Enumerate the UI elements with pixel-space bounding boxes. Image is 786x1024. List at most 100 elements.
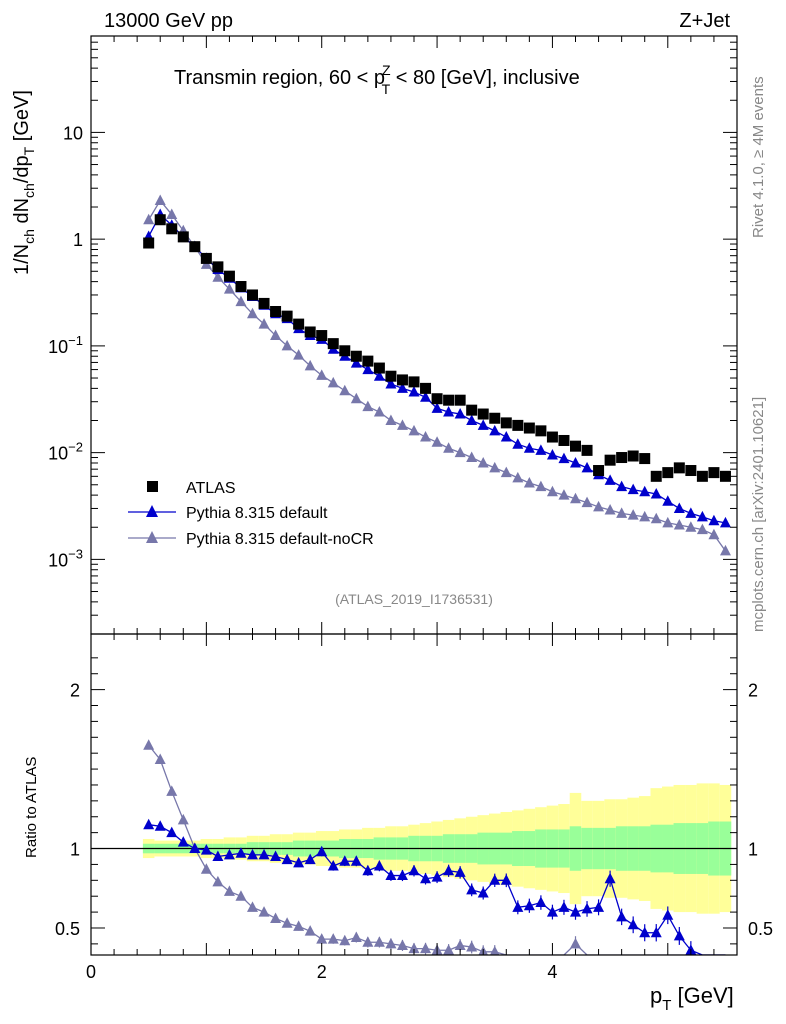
ratio-point-default [200, 844, 212, 855]
ratio-point-default [546, 906, 558, 917]
legend-label-default: Pythia 8.315 default [186, 505, 328, 522]
ratio-point-nocr [235, 890, 247, 901]
ratio-y-tick-label-right: 2 [748, 681, 758, 701]
point-default [443, 406, 455, 417]
ratio-point-nocr [454, 939, 466, 950]
point-atlas [523, 422, 535, 434]
point-atlas [281, 310, 293, 322]
chart-title: Transmin region, 60 < pZ T < 80 [GeV], in… [174, 62, 580, 97]
ratio-point-default [143, 818, 155, 830]
point-atlas [719, 470, 731, 482]
point-default [362, 363, 374, 375]
ratio-point-nocr [362, 936, 374, 947]
ratio-y-tick-label: 0.5 [55, 919, 80, 939]
point-nocr [662, 516, 674, 528]
point-atlas [454, 394, 466, 406]
ratio-point-nocr [293, 920, 305, 931]
ratio-point-default [477, 887, 489, 898]
point-nocr [466, 451, 478, 463]
point-nocr [673, 518, 685, 530]
point-atlas [593, 465, 605, 477]
ratio-point-default [350, 855, 362, 866]
point-nocr [166, 208, 178, 220]
point-default [662, 495, 674, 506]
mcplots-label: mcplots.cern.ch [arXiv:2401.10621] [750, 397, 767, 632]
point-atlas [396, 374, 408, 386]
xlabel: pT [GeV] [650, 983, 734, 1014]
point-nocr [639, 510, 651, 522]
ratio-point-default [316, 845, 328, 857]
ratio-point-default [281, 853, 293, 865]
point-default [385, 377, 397, 389]
ratio-point-default [327, 860, 339, 871]
point-atlas [247, 289, 258, 301]
point-nocr [385, 414, 397, 426]
ratio-point-default [270, 850, 282, 861]
ratio-point-default [293, 856, 305, 868]
point-nocr [570, 492, 581, 504]
ratio-point-nocr [373, 936, 385, 947]
point-atlas [466, 404, 478, 416]
point-nocr [489, 461, 501, 473]
point-atlas [477, 408, 489, 420]
point-default [489, 424, 501, 436]
ratio-point-default [408, 864, 420, 876]
ratio-point-nocr [570, 937, 581, 949]
ratio-point-nocr [350, 931, 362, 943]
point-default [627, 483, 639, 495]
chart-title-tail: < 80 [GeV], inclusive [390, 67, 580, 89]
point-atlas [489, 412, 501, 424]
ratio-point-default [154, 820, 166, 831]
point-atlas [535, 425, 547, 437]
ratio-point-default [212, 850, 224, 861]
ratio-point-default [593, 901, 605, 912]
ratio-frame [90, 633, 738, 956]
point-default [708, 514, 720, 526]
ratio-point-default [431, 871, 443, 882]
point-atlas [258, 297, 270, 309]
ratio-point-nocr [200, 863, 212, 874]
point-atlas [639, 453, 651, 465]
point-atlas [673, 462, 685, 474]
point-atlas [650, 470, 662, 482]
point-default [581, 461, 593, 473]
point-nocr [350, 392, 362, 404]
legend-marker-nocr [146, 531, 158, 543]
ratio-point-default [639, 926, 651, 938]
ratio-point-default [258, 848, 270, 860]
ratio-point-nocr [408, 942, 420, 954]
analysis-label: (ATLAS_2019_I1736531) [335, 591, 493, 607]
point-nocr [316, 369, 328, 380]
ratio-point-default [373, 860, 385, 871]
point-atlas [408, 376, 420, 388]
point-atlas [581, 444, 593, 456]
point-nocr [535, 480, 547, 492]
legend-marker-default [146, 505, 158, 517]
point-nocr [627, 509, 639, 520]
ratio-point-nocr [339, 934, 351, 946]
ylabel-main: 1/Nch dNch/dpT [GeV] [11, 90, 37, 275]
point-atlas [189, 241, 201, 253]
x-tick-label: 0 [86, 962, 96, 982]
point-atlas [500, 417, 512, 429]
ratio-point-default [489, 874, 501, 885]
point-default [535, 444, 547, 455]
ratio-point-default [177, 836, 189, 847]
ratio-point-default [454, 866, 466, 877]
point-atlas [339, 345, 351, 357]
ratio-point-default [443, 864, 455, 876]
ratio-point-nocr [223, 885, 235, 896]
point-nocr [696, 523, 708, 535]
x-tick-label: 2 [317, 962, 327, 982]
point-nocr [443, 442, 455, 453]
line-nocr [148, 199, 726, 552]
header-left: 13000 GeV pp [104, 10, 233, 32]
point-nocr [477, 456, 489, 468]
point-default [500, 431, 512, 442]
ratio-point-default [512, 901, 524, 912]
y-tick-label: 10−1 [48, 333, 83, 357]
point-nocr [454, 446, 466, 458]
point-nocr [604, 504, 616, 515]
point-atlas [143, 237, 155, 249]
